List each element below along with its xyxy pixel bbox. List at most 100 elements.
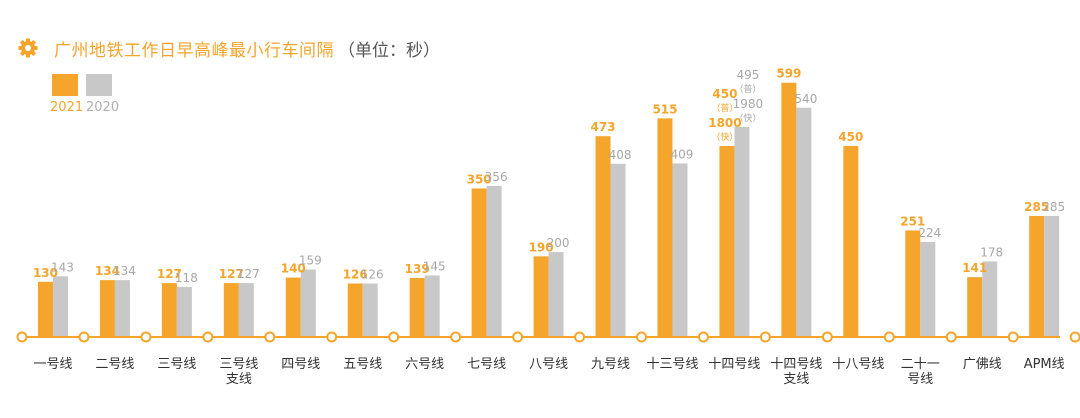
data-label-2021: 140	[281, 262, 306, 276]
bar-2021	[409, 277, 425, 337]
data-label-2020: 409	[671, 147, 694, 161]
data-label-2020: 408	[609, 148, 632, 162]
data-label-2021: 127	[157, 267, 182, 281]
axis-dot	[512, 331, 524, 343]
category-label: 十三号线	[646, 357, 698, 372]
annotation-2020: 1980	[733, 97, 764, 111]
bar-2020	[548, 252, 564, 337]
bar-2021	[347, 283, 363, 337]
data-label-2021: 350	[467, 172, 492, 186]
bar-2020	[610, 163, 626, 337]
data-label-2020: 134	[113, 264, 136, 278]
bar-2021	[223, 283, 239, 337]
data-label-2020: 540	[794, 92, 817, 106]
data-label-2021: 190	[529, 240, 554, 254]
bar-2020	[982, 261, 998, 337]
category-label: APM线	[1024, 357, 1065, 372]
chart-title: 广州地铁工作日早高峰最小行车间隔	[54, 40, 334, 61]
legend-swatch-2021	[52, 74, 78, 96]
annotation-2020: （普）	[734, 83, 761, 95]
axis-dot	[1069, 331, 1080, 343]
data-label-2021: 134	[95, 264, 120, 278]
bar-2020	[114, 280, 130, 337]
bar-2020	[300, 269, 316, 337]
annotation-2021: （快）	[711, 131, 738, 143]
bar-2021	[905, 230, 921, 337]
category-label: 七号线	[467, 357, 506, 372]
annotation-2020: 495	[736, 68, 759, 82]
bar-2020	[1044, 216, 1060, 337]
data-label-2020: 118	[175, 271, 198, 285]
bar-2020	[52, 276, 68, 337]
category-label: 十四号线	[708, 357, 760, 372]
data-label-2020: 200	[547, 236, 570, 250]
data-label-2021: 599	[776, 67, 801, 81]
bar-2020	[672, 163, 688, 337]
axis-dot	[388, 331, 400, 343]
axis-dot	[140, 331, 152, 343]
annotation-2021: 450	[712, 87, 737, 101]
data-label-2021: 141	[962, 261, 987, 275]
bar-2021	[781, 82, 797, 337]
axis-dot	[1007, 331, 1019, 343]
bar-2021	[595, 136, 611, 337]
category-label: 九号线	[591, 357, 630, 372]
gear-icon	[18, 38, 38, 58]
axis-dot	[202, 331, 214, 343]
category-label: 十八号线	[832, 357, 884, 372]
data-label-2021: 127	[219, 267, 244, 281]
axis-dot	[264, 331, 276, 343]
bar-2021	[1029, 216, 1045, 337]
axis-dot	[821, 331, 833, 343]
bar-2020	[238, 283, 254, 337]
data-label-2020: 159	[299, 254, 322, 268]
axis-dot	[697, 331, 709, 343]
category-label: 二号线	[95, 357, 134, 372]
axis-dot	[636, 331, 647, 343]
data-label-2021: 139	[405, 262, 430, 276]
category-label: 号线	[907, 372, 933, 387]
bar-2020	[176, 286, 192, 337]
category-label: 三号线	[219, 357, 258, 372]
data-label-2020: 224	[918, 226, 941, 240]
bar-2021	[843, 145, 859, 337]
legend-swatch-2020	[86, 74, 112, 96]
axis-dot	[883, 331, 895, 343]
bar-2021	[471, 188, 487, 337]
data-label-2021: 515	[652, 102, 677, 116]
data-label-2020: 126	[361, 268, 384, 282]
category-label: 十四号线	[770, 357, 822, 372]
legend-label-2021: 2021	[50, 100, 84, 115]
bar-2021	[285, 277, 301, 337]
legend-label-2020: 2020	[86, 100, 120, 115]
axis-dot	[574, 331, 586, 343]
category-label: 二十一	[901, 357, 940, 372]
bar-2021	[967, 277, 983, 337]
data-label-2020: 356	[485, 170, 508, 184]
axis-dot	[450, 331, 462, 343]
annotation-2020: （快）	[734, 112, 761, 124]
axis-dot	[759, 331, 771, 343]
category-label: 四号线	[281, 357, 320, 372]
annotation-2021: 1800	[708, 116, 741, 130]
data-label-2021: 285	[1024, 200, 1049, 214]
data-label-2020: 145	[423, 259, 446, 273]
data-label-2021: 473	[590, 120, 615, 134]
chart-unit: （单位：秒）	[338, 40, 440, 61]
bar-2020	[486, 185, 502, 337]
bar-2020	[734, 126, 750, 337]
data-label-2021: 450	[838, 130, 863, 144]
data-label-2020: 178	[980, 245, 1003, 259]
data-label-2020: 127	[237, 267, 260, 281]
axis-dot	[945, 331, 957, 343]
axis-dot	[326, 331, 338, 343]
bar-2021	[161, 283, 177, 337]
bar-2020	[362, 283, 378, 337]
axis-dot	[78, 331, 90, 343]
data-label-2021: 251	[900, 214, 925, 228]
data-label-2020: 285	[1042, 200, 1065, 214]
axis-dot	[16, 331, 28, 343]
category-label: 支线	[226, 372, 252, 387]
category-label: 支线	[783, 372, 809, 387]
